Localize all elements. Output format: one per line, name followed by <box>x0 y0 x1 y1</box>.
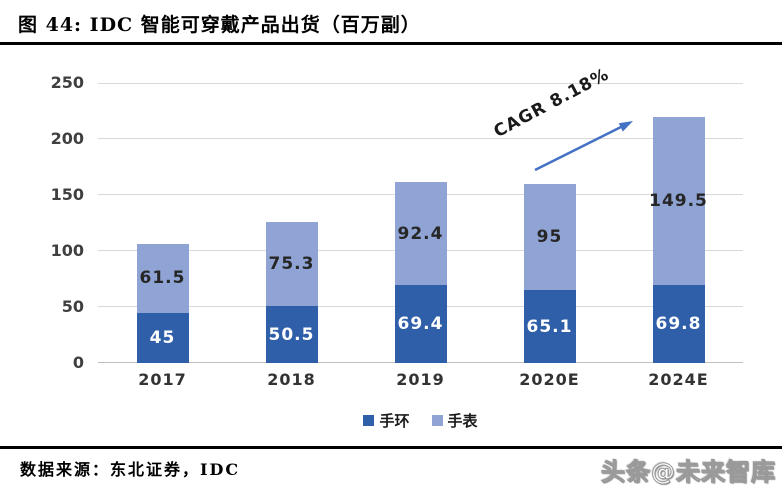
bar-value-label: 95 <box>536 226 563 247</box>
legend-swatch-icon <box>431 415 443 426</box>
bar-value-label: 92.4 <box>397 223 444 244</box>
gridline-250 <box>98 83 743 84</box>
bar-segment-手环-2017: 45 <box>136 312 189 363</box>
x-tick-label-2018: 2018 <box>267 370 316 389</box>
y-tick-label-100: 100 <box>50 241 84 260</box>
y-tick-label-50: 50 <box>61 297 84 316</box>
x-tick-label-2024E: 2024E <box>648 370 709 389</box>
x-tick-label-2020E: 2020E <box>519 370 580 389</box>
y-tick-label-150: 150 <box>50 185 84 204</box>
figure-title: 图 44: IDC 智能可穿戴产品出货（百万副） <box>18 14 421 36</box>
chart-legend: 手环 手表 <box>98 410 743 431</box>
legend-item-手表: 手表 <box>431 410 478 431</box>
bar-segment-手表-2018: 75.3 <box>265 222 318 307</box>
bar-segment-手表-2017: 61.5 <box>136 243 189 313</box>
bar-value-label: 149.5 <box>649 191 708 212</box>
legend-label: 手环 <box>379 412 410 430</box>
y-tick-label-250: 250 <box>50 73 84 92</box>
bar-value-label: 50.5 <box>268 324 315 345</box>
bar-segment-手表-2024E: 149.5 <box>649 117 707 285</box>
bar-segment-手环-2019: 69.4 <box>394 285 447 363</box>
title-underline <box>0 42 782 45</box>
y-tick-label-0: 0 <box>72 353 84 372</box>
legend-label: 手表 <box>447 412 478 430</box>
x-tick-label-2017: 2017 <box>138 370 187 389</box>
bar-value-label: 75.3 <box>268 254 315 275</box>
data-source-note: 数据来源：东北证券，IDC <box>20 460 241 479</box>
bar-value-label: 69.8 <box>655 313 702 334</box>
bar-segment-手环-2020E: 65.1 <box>523 290 576 363</box>
bar-value-label: 45 <box>149 327 176 348</box>
bar-value-label: 69.4 <box>397 314 444 335</box>
y-tick-label-200: 200 <box>50 129 84 148</box>
bar-value-label: 61.5 <box>139 268 186 289</box>
bar-segment-手环-2018: 50.5 <box>265 306 318 363</box>
legend-swatch-icon <box>363 415 375 426</box>
watermark: 头条@未来智库 <box>601 458 776 487</box>
legend-item-手环: 手环 <box>363 410 410 431</box>
bar-value-label: 65.1 <box>526 316 573 337</box>
x-tick-label-2019: 2019 <box>396 370 445 389</box>
gridline-200 <box>98 138 743 139</box>
bar-segment-手环-2024E: 69.8 <box>652 284 705 363</box>
bar-segment-手表-2020E: 95 <box>523 183 576 291</box>
chart-plot-area: 45 61.5 50.5 75.3 69.4 92.4 65.1 95 69.8 149.5 <box>98 83 743 363</box>
footer-rule <box>0 446 782 449</box>
bar-segment-手表-2019: 92.4 <box>394 181 447 286</box>
